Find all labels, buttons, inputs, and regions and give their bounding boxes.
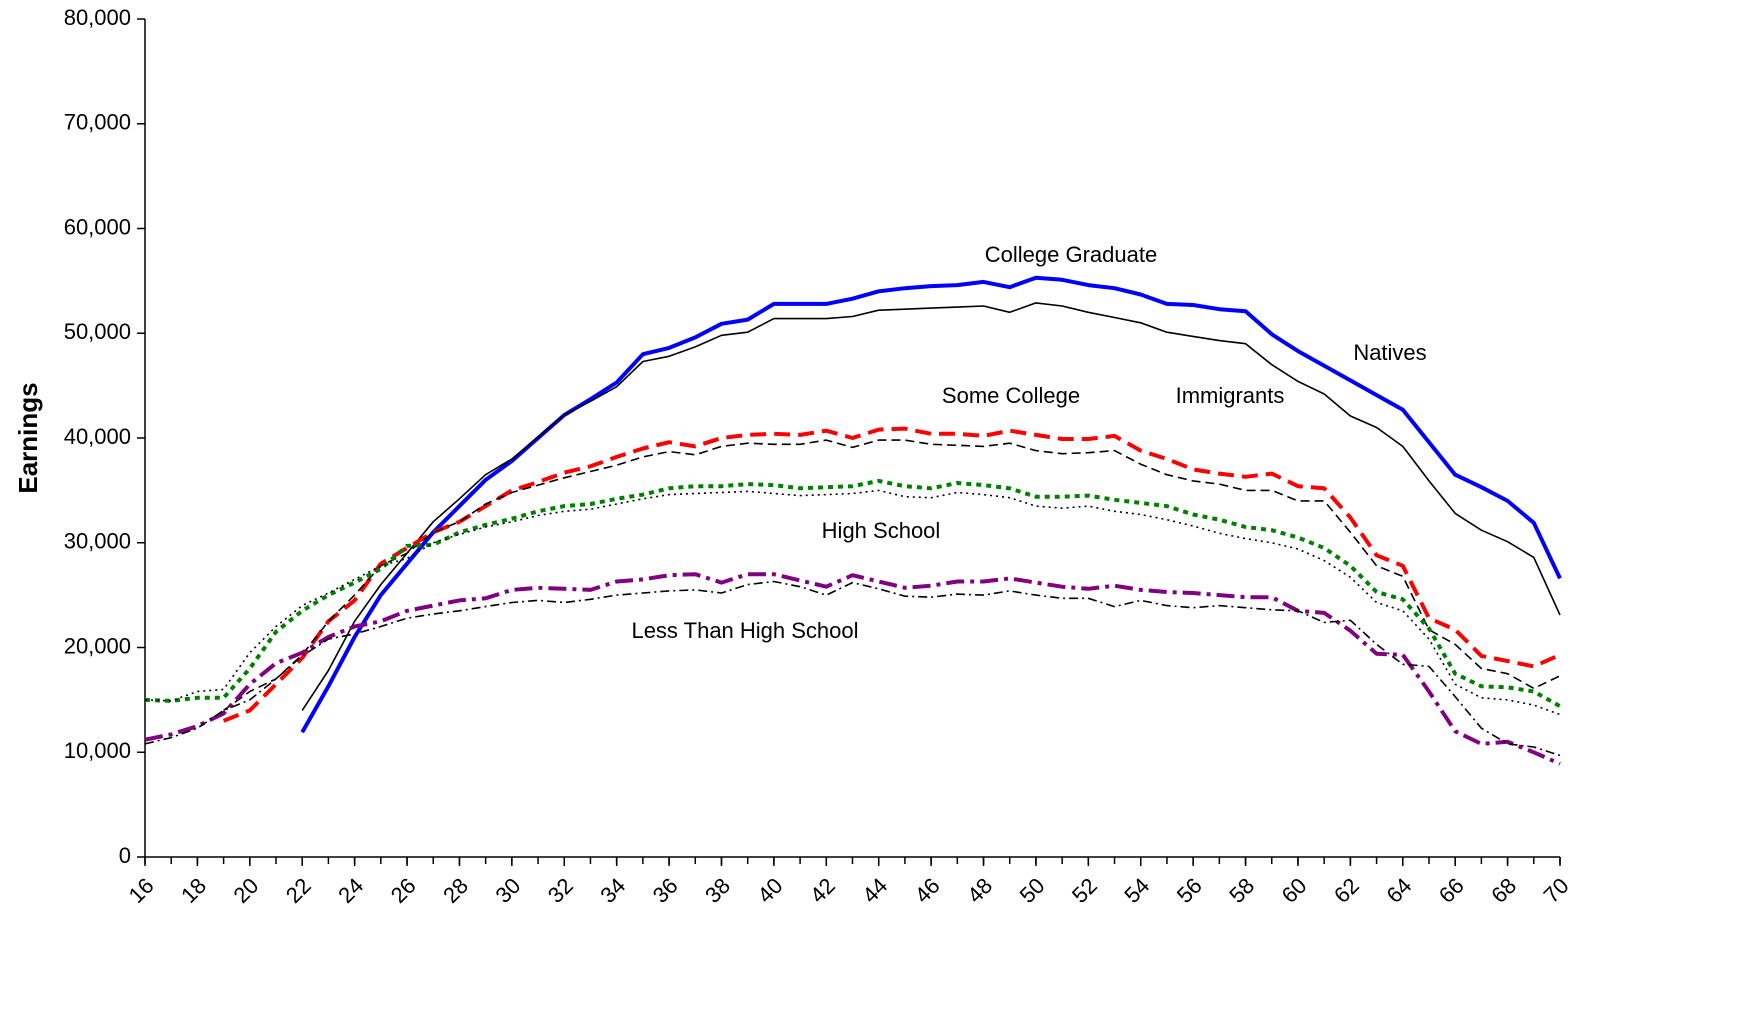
series-line [144, 489, 1561, 716]
x-tick-label: 60 [1277, 873, 1312, 908]
x-tick-label: 18 [176, 873, 211, 908]
y-tick-label: 10,000 [64, 738, 131, 763]
x-tick-label: 46 [910, 873, 945, 908]
x-tick-label: 48 [962, 873, 997, 908]
x-tick-label: 52 [1067, 873, 1102, 908]
x-tick-label: 32 [543, 873, 578, 908]
x-tick-label: 58 [1224, 873, 1259, 908]
x-tick-label: 24 [333, 873, 368, 908]
x-tick-label: 62 [1329, 873, 1364, 908]
x-tick-label: 38 [700, 873, 735, 908]
series-line [144, 580, 1561, 757]
series-line [223, 439, 1561, 712]
y-tick-label: 70,000 [64, 110, 131, 135]
annotation: Some College [942, 383, 1080, 408]
x-tick-label: 54 [1119, 873, 1154, 908]
series-line [144, 572, 1561, 766]
annotation: Natives [1353, 340, 1426, 365]
x-tick-label: 50 [1015, 873, 1050, 908]
series-line [300, 275, 1562, 734]
x-tick-label: 42 [805, 873, 840, 908]
annotation: College Graduate [985, 242, 1157, 267]
annotation: Less Than High School [631, 618, 858, 643]
x-tick-label: 26 [386, 873, 421, 908]
x-tick-label: 20 [228, 873, 263, 908]
x-tick-label: 44 [857, 873, 892, 908]
annotation: High School [822, 518, 941, 543]
x-tick-label: 70 [1539, 873, 1574, 908]
annotation: Immigrants [1176, 383, 1285, 408]
x-tick-label: 22 [281, 873, 316, 908]
x-tick-label: 64 [1381, 873, 1416, 908]
y-tick-label: 40,000 [64, 424, 131, 449]
series-line [301, 302, 1561, 711]
y-axis-label: Earnings [13, 382, 43, 493]
y-tick-label: 20,000 [64, 633, 131, 658]
x-tick-label: 28 [438, 873, 473, 908]
x-tick-label: 68 [1486, 873, 1521, 908]
x-tick-label: 66 [1434, 873, 1469, 908]
y-tick-label: 50,000 [64, 319, 131, 344]
series-line [144, 478, 1561, 708]
y-tick-label: 30,000 [64, 529, 131, 554]
x-tick-label: 56 [1172, 873, 1207, 908]
x-tick-label: 34 [595, 873, 630, 908]
x-tick-label: 16 [124, 873, 159, 908]
plot-area: 0 10,000 20,000 30,000 40,000 50,000 60,000 70,… [64, 5, 1574, 908]
y-tick-label: 60,000 [64, 214, 131, 239]
x-tick-label: 36 [648, 873, 683, 908]
y-tick-label: 80,000 [64, 5, 131, 30]
series-line [222, 426, 1561, 723]
y-tick-label: 0 [119, 843, 131, 868]
x-tick-label: 40 [753, 873, 788, 908]
x-tick-label: 30 [491, 873, 526, 908]
